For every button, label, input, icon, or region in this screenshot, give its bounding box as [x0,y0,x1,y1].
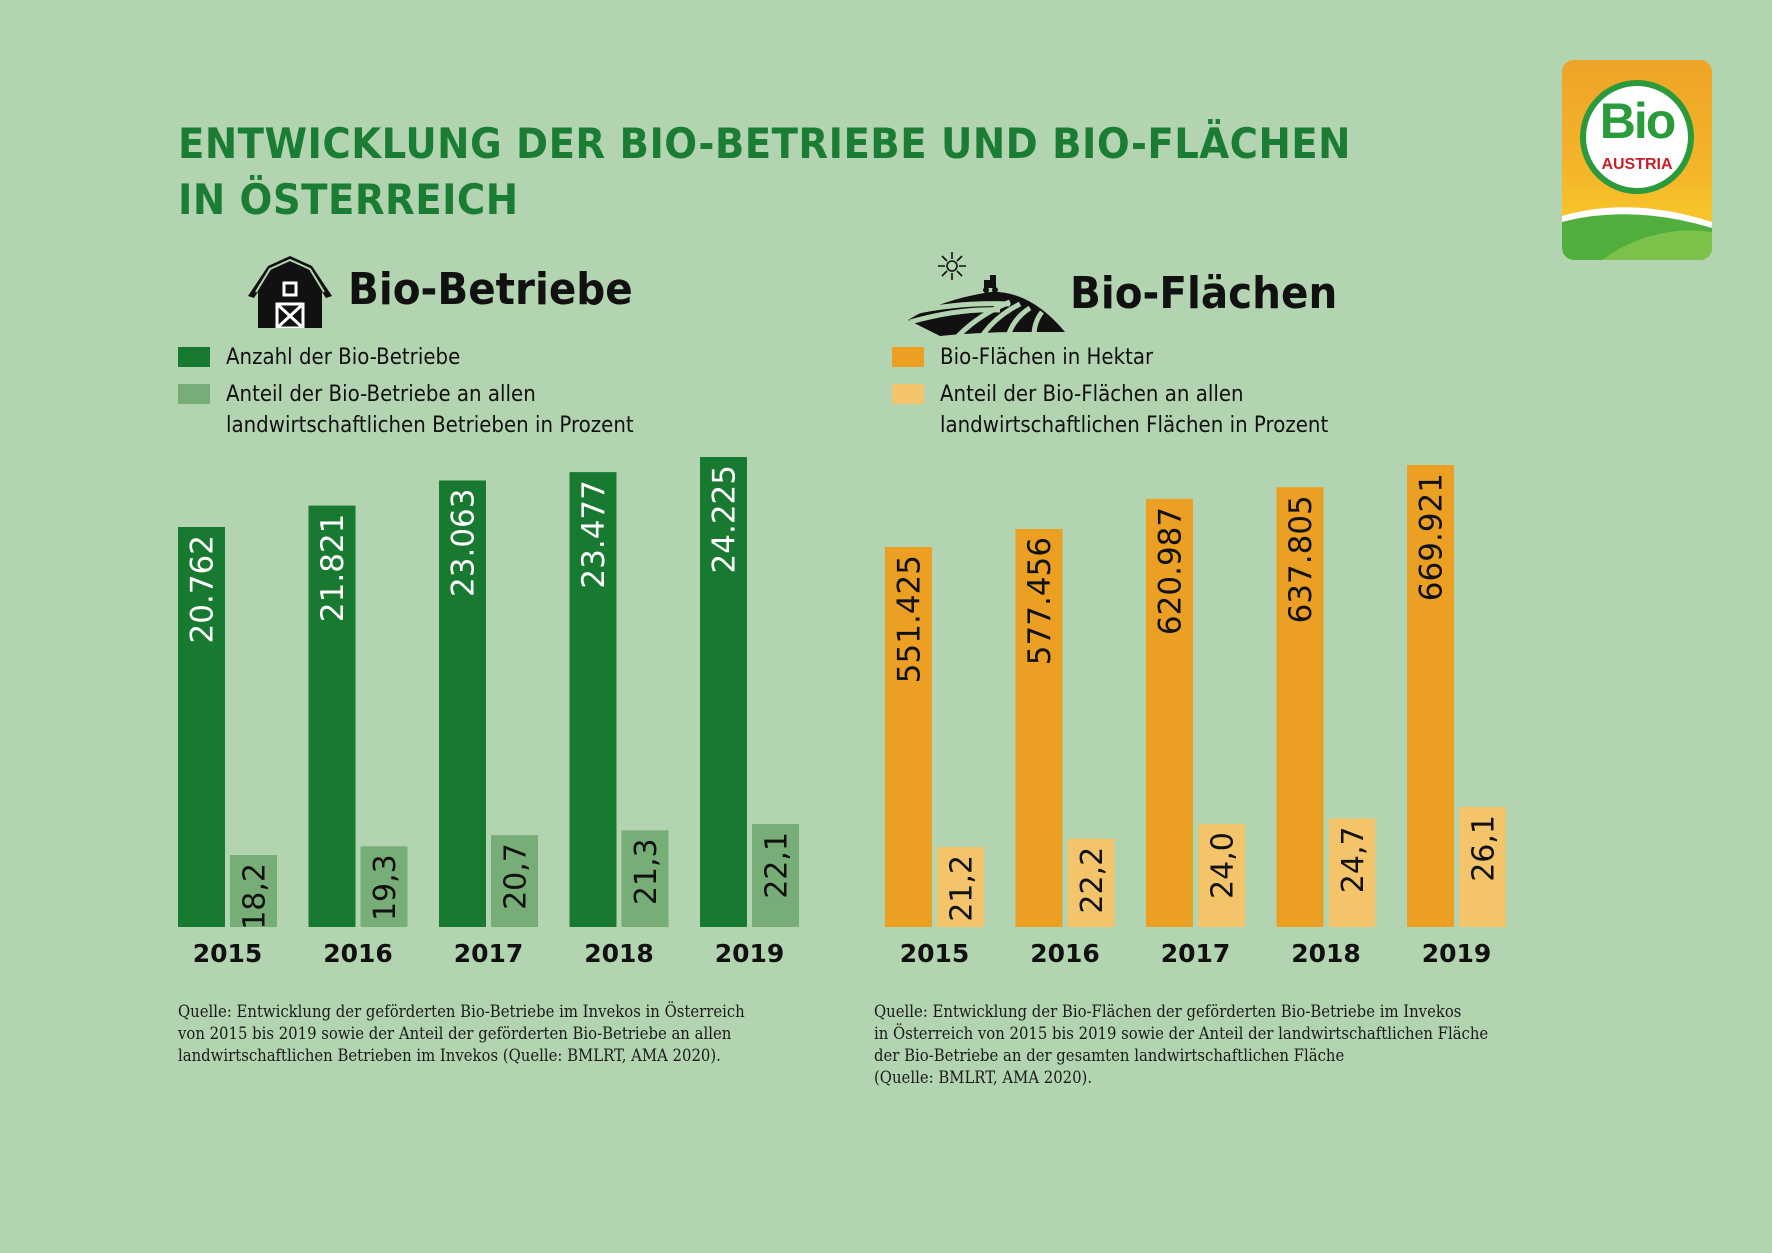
bar-main-2019 [1407,465,1454,927]
x-tick-label: 2015 [900,939,970,968]
legend-flaechen: Bio-Flächen in Hektar Anteil der Bio-Flä… [892,342,1371,447]
legend-swatch [178,347,210,367]
bar-main-2016 [308,505,356,927]
logo-text-bio: Bio [1599,93,1677,149]
bar-main-2015 [178,527,225,927]
bar-share-2018 [1328,818,1376,927]
bio-austria-logo: Bio AUSTRIA [1562,60,1712,260]
source-line: (Quelle: BMLRT, AMA 2020). [874,1068,1093,1087]
x-tick-label: 2017 [454,939,524,968]
legend-swatch [892,347,924,367]
x-tick-label: 2019 [1422,939,1492,968]
logo-circle: Bio AUSTRIA [1580,80,1694,194]
x-tick-label: 2019 [715,939,785,968]
bar-main-2018 [1276,487,1324,927]
legend-swatch [178,384,210,404]
bar-value-label: 22,2 [1075,847,1110,914]
bar-main-2017 [439,480,486,927]
bar-share-2017 [491,835,538,927]
bar-share-2016 [1067,838,1115,927]
bar-share-2015 [937,847,984,927]
source-line: Quelle: Entwicklung der geförderten Bio-… [178,1002,745,1021]
bar-value-label: 24,7 [1336,826,1371,893]
legend-item-hectare: Bio-Flächen in Hektar [892,342,1371,373]
source-line: von 2015 bis 2019 sowie der Anteil der g… [178,1024,732,1043]
bar-main-2016 [1015,528,1063,927]
bar-share-2019 [1459,807,1506,927]
legend-label: Bio-Flächen in Hektar [940,345,1154,370]
legend-swatch [892,384,924,404]
source-line: Quelle: Entwicklung der Bio-Flächen der … [874,1002,1462,1021]
x-tick-label: 2017 [1161,939,1231,968]
bar-main-2018 [569,472,617,927]
section-title-betriebe: Bio-Betriebe [348,263,633,315]
legend-item-share: Anteil der Bio-Betriebe an allen landwir… [178,379,679,441]
sun-icon [938,252,966,280]
bar-main-2015 [885,547,932,927]
bar-value-label: 21,2 [945,855,980,922]
bar-share-2019 [752,824,799,927]
bar-value-label: 18,2 [238,863,273,930]
bar-value-label: 19,3 [368,854,403,921]
chart-betriebe: 20.762 18,2 2015 21.821 19,3 2016 23.063 20,7 20… [178,457,799,968]
barn-icon [248,256,332,328]
bar-value-label: 22,1 [760,832,795,899]
bar-share-2016 [360,846,408,927]
bar-value-label: 24.225 [707,465,743,573]
x-tick-label: 2018 [584,939,654,968]
section-title-flaechen: Bio-Flächen [1070,267,1338,319]
bar-value-label: 26,1 [1467,815,1502,882]
bar-share-2015 [230,855,277,927]
legend-label-line-1: Anteil der Bio-Flächen an allen [940,382,1244,407]
x-tick-label: 2016 [323,939,393,968]
bar-value-label: 551.425 [892,555,928,683]
legend-label-line-1: Anteil der Bio-Betriebe an allen [226,382,536,407]
legend-item-count: Anzahl der Bio-Betriebe [178,342,679,373]
x-tick-label: 2016 [1030,939,1100,968]
bar-value-label: 21,3 [629,838,664,905]
page-title: ENTWICKLUNG DER BIO-BETRIEBE UND BIO-FLÄ… [178,116,1351,228]
legend-label: Anteil der Bio-Flächen an allen landwirt… [940,379,1328,441]
bar-value-label: 577.456 [1022,537,1058,665]
legend-betriebe: Anzahl der Bio-Betriebe Anteil der Bio-B… [178,342,679,447]
farm-field-tractor-icon [908,252,1065,336]
bar-value-label: 20,7 [499,843,534,910]
bar-share-2018 [621,830,669,927]
bar-value-label: 669.921 [1414,473,1450,601]
bar-value-label: 637.805 [1283,495,1319,623]
title-line-1: ENTWICKLUNG DER BIO-BETRIEBE UND BIO-FLÄ… [178,119,1351,168]
bar-main-2019 [700,457,747,927]
x-tick-label: 2018 [1291,939,1361,968]
tractor-icon [983,275,998,293]
legend-label-line-2: landwirtschaftlichen Flächen in Prozent [940,413,1329,438]
bar-value-label: 23.063 [446,488,482,596]
field-graphic-icon [1562,207,1712,260]
legend-label-line-2: landwirtschaftlichen Betrieben in Prozen… [226,413,634,438]
legend-item-share: Anteil der Bio-Flächen an allen landwirt… [892,379,1371,441]
bar-value-label: 24,0 [1206,832,1241,899]
source-note-flaechen: Quelle: Entwicklung der Bio-Flächen der … [874,1001,1488,1089]
bar-value-label: 20.762 [185,535,221,643]
legend-label: Anteil der Bio-Betriebe an allen landwir… [226,379,634,441]
chart-flaechen: 551.425 21,2 2015 577.456 22,2 2016 620.987 24,… [885,465,1506,968]
source-line: landwirtschaftlichen Betrieben im Inveko… [178,1046,721,1065]
section-heading-betriebe: Bio-Betriebe [246,250,657,328]
title-line-2: IN ÖSTERREICH [178,175,519,224]
bar-value-label: 21.821 [315,514,351,622]
logo-text-austria: AUSTRIA [1601,156,1673,173]
bar-value-label: 23.477 [576,480,612,588]
source-line: der Bio-Betriebe an der gesamten landwir… [874,1046,1345,1065]
bar-share-2017 [1198,824,1245,927]
bar-main-2017 [1146,498,1193,927]
x-tick-label: 2015 [193,939,263,968]
legend-label: Anzahl der Bio-Betriebe [226,345,461,370]
source-note-betriebe: Quelle: Entwicklung der geförderten Bio-… [178,1001,745,1067]
bar-value-label: 620.987 [1153,507,1189,635]
section-heading-flaechen: Bio-Flächen [900,250,1361,336]
source-line: in Österreich von 2015 bis 2019 sowie de… [874,1024,1489,1043]
